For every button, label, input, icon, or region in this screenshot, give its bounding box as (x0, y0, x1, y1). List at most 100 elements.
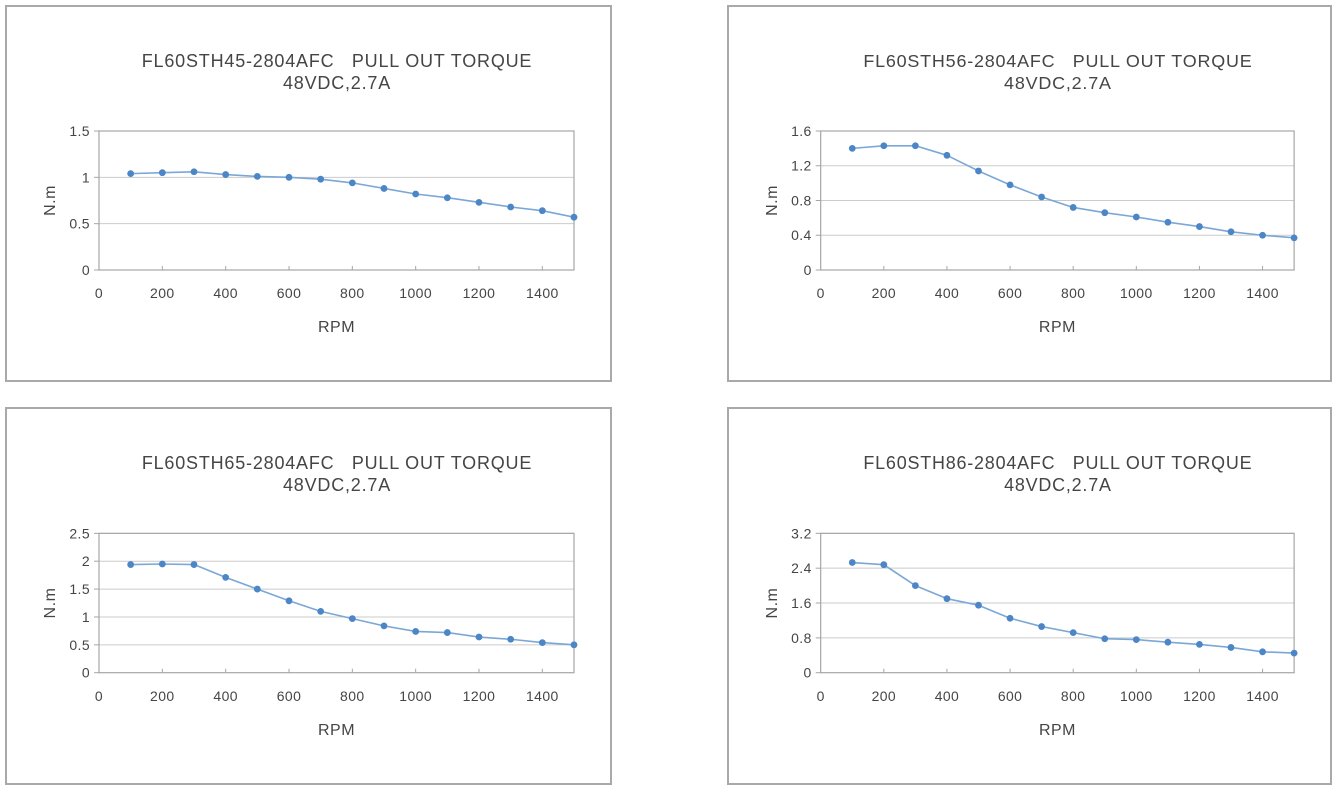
x-tick-label: 1400 (526, 285, 559, 301)
x-tick-label: 200 (150, 688, 175, 704)
torque-curve (130, 170, 575, 218)
torque-curve (852, 144, 1295, 239)
y-tick-label: 1.2 (791, 158, 812, 174)
chart-title: FL60STH45-2804AFC PULL OUT TORQUE (142, 51, 532, 71)
y-tick-label: 1 (82, 169, 90, 185)
chart-subtitle: 48VDC,2.7A (283, 73, 391, 93)
x-tick-label: 0 (95, 688, 103, 704)
data-point-marker (1196, 640, 1203, 648)
data-point-marker (943, 151, 951, 159)
data-point-marker (317, 607, 325, 615)
data-point-marker (1101, 635, 1109, 643)
x-tick-label: 400 (935, 688, 959, 704)
data-point-marker (127, 170, 135, 178)
chart-subtitle: 48VDC,2.7A (1004, 475, 1112, 495)
y-tick-label: 3.2 (791, 525, 812, 541)
data-point-marker (222, 573, 230, 581)
chart-panel-fl60sth45: 0 0.5 1 1.5 0 200 400 600 800 1000 1200 1400 FL60STH… (5, 5, 612, 382)
data-point-marker (1101, 209, 1109, 217)
line-chart-fl60sth86: 0 0.8 1.6 2.4 3.2 0 200 400 600 800 1000 1200 1400 FL… (764, 453, 1298, 739)
data-point-marker (880, 142, 888, 150)
y-tick-label: 2.4 (791, 560, 812, 576)
x-tick-label: 200 (872, 285, 896, 301)
y-tick-label: 1.6 (791, 123, 812, 139)
y-tick-label: 0.5 (69, 637, 90, 653)
data-point-marker (348, 615, 356, 623)
data-point-marker (911, 142, 919, 150)
data-point-marker (1038, 623, 1046, 630)
data-point-marker (1132, 213, 1140, 221)
data-point-marker (1069, 629, 1077, 637)
x-tick-label: 1400 (1246, 688, 1279, 704)
plot-border (820, 532, 1295, 674)
x-tick-label: 600 (998, 688, 1022, 704)
data-point-marker (538, 207, 546, 215)
x-tick-label: 1400 (526, 688, 559, 704)
data-point-marker (1006, 614, 1014, 622)
data-point-marker (348, 179, 356, 187)
data-point-marker (285, 173, 293, 181)
x-tick-label: 1200 (1183, 688, 1216, 704)
x-tick-label: 200 (150, 285, 175, 301)
data-point-marker (380, 185, 388, 192)
torque-curve (130, 563, 575, 646)
chart-title: FL60STH56-2804AFC PULL OUT TORQUE (863, 51, 1252, 71)
data-point-marker (975, 601, 982, 609)
plot-border (98, 130, 575, 271)
data-point-marker (975, 167, 982, 175)
data-point-marker (848, 144, 856, 152)
x-tick-label: 1000 (1120, 285, 1153, 301)
chart-subtitle: 48VDC,2.7A (1004, 73, 1112, 93)
y-tick-label: 0.8 (791, 192, 812, 208)
y-axis-label: N.m (41, 588, 59, 619)
x-tick-label: 1000 (399, 688, 432, 704)
data-point-marker (1259, 648, 1266, 656)
y-tick-label: 0 (82, 262, 90, 278)
y-tick-label: 2 (82, 553, 90, 569)
y-tick-label: 1 (82, 609, 90, 625)
data-point-marker (158, 169, 166, 177)
chart-panel-fl60sth56: 0 0.4 0.8 1.2 1.6 0 200 400 600 800 1000 1200 1400 FL… (727, 5, 1332, 382)
data-point-marker (253, 585, 261, 593)
data-point-marker (880, 561, 888, 569)
data-point-marker (1290, 649, 1298, 657)
data-point-marker (380, 622, 388, 630)
chart-title: FL60STH65-2804AFC PULL OUT TORQUE (142, 453, 532, 473)
x-axis-label: RPM (318, 319, 355, 336)
data-point-marker (1227, 644, 1235, 651)
data-point-marker (943, 595, 951, 603)
line-chart-fl60sth45: 0 0.5 1 1.5 0 200 400 600 800 1000 1200 1400 FL60STH… (42, 51, 578, 336)
chart-title: FL60STH86-2804AFC PULL OUT TORQUE (863, 453, 1252, 473)
x-tick-label: 800 (340, 285, 365, 301)
y-axis-label: N.m (42, 185, 59, 216)
x-tick-label: 1200 (463, 285, 496, 301)
x-tick-label: 600 (277, 285, 302, 301)
y-tick-label: 1.5 (69, 123, 90, 139)
y-tick-label: 0.5 (69, 216, 90, 232)
data-point-marker (158, 560, 166, 568)
data-point-marker (190, 561, 198, 568)
data-point-marker (253, 173, 261, 180)
plot-border (98, 532, 575, 674)
y-tick-label: 0.8 (791, 630, 812, 646)
y-tick-label: 2.5 (69, 525, 90, 541)
data-point-marker (570, 213, 578, 221)
y-axis-label: N.m (764, 185, 781, 216)
x-tick-label: 1000 (1120, 688, 1153, 704)
data-point-marker (570, 641, 578, 649)
x-tick-label: 1000 (399, 285, 432, 301)
torque-curve (852, 561, 1295, 654)
y-tick-label: 1.5 (69, 581, 90, 597)
data-point-marker (507, 635, 515, 643)
data-point-marker (1259, 231, 1266, 239)
data-point-marker (911, 582, 919, 590)
x-tick-label: 1200 (463, 688, 496, 704)
line-chart-fl60sth56: 0 0.4 0.8 1.2 1.6 0 200 400 600 800 1000 1200 1400 FL… (764, 51, 1298, 336)
data-point-marker (475, 198, 483, 206)
data-point-marker (222, 171, 230, 178)
data-point-marker (190, 168, 198, 176)
y-tick-label: 0 (82, 665, 90, 681)
data-point-marker (285, 597, 293, 605)
data-point-marker (1132, 636, 1140, 644)
